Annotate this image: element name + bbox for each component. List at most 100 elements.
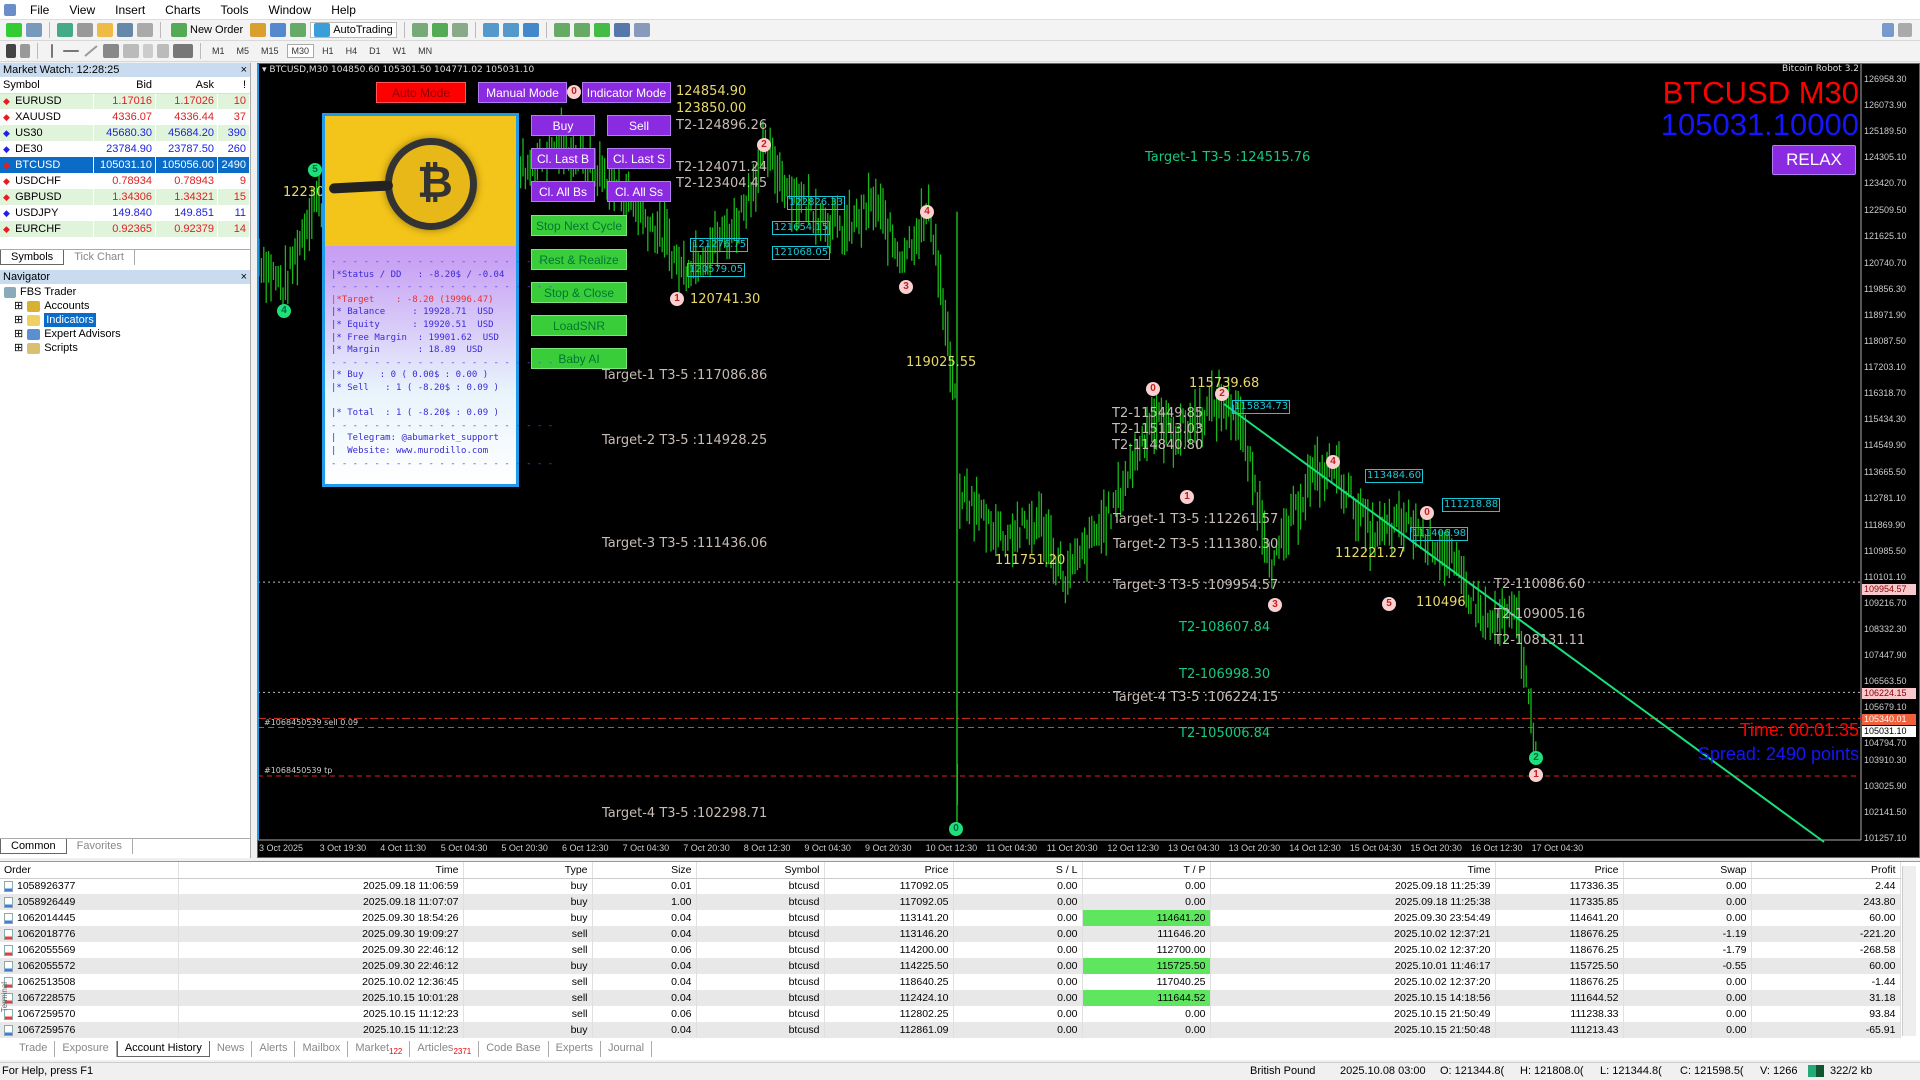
column-header[interactable]: Size	[592, 862, 697, 879]
expand-icon[interactable]: ⊞	[14, 314, 24, 326]
cursor-icon[interactable]	[6, 44, 16, 58]
buy-button[interactable]: Buy	[531, 115, 595, 136]
zoom-out-icon[interactable]	[502, 23, 519, 37]
order-line-label[interactable]: #1068450539 sell 0.09	[264, 718, 359, 727]
market-watch-row[interactable]: ◆ USDJPY 149.840 149.851 11	[0, 205, 251, 221]
nav-expert-advisors[interactable]: ⊞ Expert Advisors	[14, 328, 121, 340]
close-icon[interactable]: ×	[240, 271, 247, 283]
vertical-line-icon[interactable]	[51, 44, 53, 58]
close-last-sell-button[interactable]: Cl. Last S	[607, 148, 671, 169]
market-watch-row[interactable]: ◆ DE30 23784.90 23787.50 260	[0, 141, 251, 157]
market-watch-row[interactable]: ◆ EURCHF 0.92365 0.92379 14	[0, 221, 251, 237]
menu-insert[interactable]: Insert	[115, 2, 146, 17]
expand-icon[interactable]: ⊞	[14, 342, 24, 354]
market-watch-row[interactable]: ◆ GBPUSD 1.34306 1.34321 15	[0, 189, 251, 205]
history-row[interactable]: 1067259576 2025.10.15 11:12:23 buy 0.04 btcu…	[0, 1022, 1901, 1038]
menu-help[interactable]: Help	[331, 2, 356, 17]
terminal-tab[interactable]: Alerts	[252, 1041, 296, 1057]
crosshair-icon[interactable]	[20, 44, 30, 58]
terminal-tab[interactable]: Code Base	[479, 1041, 549, 1057]
menu-charts[interactable]: Charts	[165, 2, 201, 17]
indicator-mode-button[interactable]: Indicator Mode	[582, 82, 671, 103]
zoom-in-icon[interactable]	[482, 23, 499, 37]
menu-window[interactable]: Window	[268, 2, 312, 17]
line-chart-icon[interactable]	[451, 23, 468, 37]
profiles-icon[interactable]	[26, 23, 42, 37]
metaeditor-icon[interactable]	[250, 23, 267, 37]
baby-ai-button[interactable]: Baby AI	[531, 348, 627, 369]
nav-indicators[interactable]: ⊞ Indicators	[14, 313, 96, 327]
history-row[interactable]: 1058926449 2025.09.18 11:07:07 buy 1.00 btcu…	[0, 894, 1901, 910]
terminal-tab[interactable]: Articles2371	[410, 1041, 480, 1057]
market-watch-row[interactable]: ◆ US30 45680.30 45684.20 390	[0, 125, 251, 141]
new-order-button[interactable]: New Order	[168, 23, 246, 37]
terminal-tab[interactable]: Account History	[116, 1041, 210, 1057]
close-all-buys-button[interactable]: Cl. All Bs	[531, 181, 595, 202]
chart-shift-icon[interactable]	[573, 23, 590, 37]
menu-file[interactable]: File	[30, 2, 50, 17]
loadsnr-button[interactable]: LoadSNR	[531, 315, 627, 336]
text-label-icon[interactable]	[157, 44, 169, 58]
data-window-icon[interactable]	[77, 23, 93, 37]
tile-windows-icon[interactable]	[522, 23, 539, 37]
history-scrollbar[interactable]	[1902, 866, 1916, 1036]
column-header[interactable]: S / L	[953, 862, 1083, 879]
nav-scripts[interactable]: ⊞ Scripts	[14, 342, 78, 354]
indicators-icon[interactable]	[593, 23, 610, 37]
fibonacci-icon[interactable]	[123, 44, 139, 58]
new-chart-icon[interactable]	[6, 23, 22, 37]
channel-icon[interactable]	[103, 44, 119, 58]
column-header[interactable]: Type	[463, 862, 593, 879]
column-header[interactable]: Price	[1495, 862, 1624, 879]
auto-mode-button[interactable]: Auto Mode	[376, 82, 466, 103]
column-header[interactable]: Time	[178, 862, 464, 879]
terminal-tab[interactable]: Trade	[12, 1041, 56, 1057]
close-last-buy-button[interactable]: Cl. Last B	[531, 148, 595, 169]
sell-button[interactable]: Sell	[607, 115, 671, 136]
tab-tick-chart[interactable]: Tick Chart	[64, 250, 135, 265]
tf-d1[interactable]: D1	[369, 46, 381, 56]
tab-common[interactable]: Common	[0, 839, 67, 854]
history-row[interactable]: 1058926377 2025.09.18 11:06:59 buy 0.01 btcu…	[0, 878, 1901, 894]
candlestick-icon[interactable]	[431, 23, 448, 37]
relax-button[interactable]: RELAX	[1772, 145, 1856, 175]
autotrading-button[interactable]: AutoTrading	[310, 22, 397, 38]
market-watch-icon[interactable]	[57, 23, 73, 37]
tf-m30[interactable]: M30	[286, 44, 315, 58]
tf-h1[interactable]: H1	[322, 46, 334, 56]
bar-chart-icon[interactable]	[411, 23, 428, 37]
stop-close-button[interactable]: Stop & Close	[531, 282, 627, 303]
nav-root[interactable]: FBS Trader	[4, 285, 121, 299]
terminal-tab[interactable]: Market122	[348, 1041, 411, 1057]
menu-view[interactable]: View	[69, 2, 96, 17]
column-header[interactable]: T / P	[1082, 862, 1211, 879]
tf-mn[interactable]: MN	[418, 46, 433, 56]
column-header[interactable]: Symbol	[696, 862, 825, 879]
close-all-sells-button[interactable]: Cl. All Ss	[607, 181, 671, 202]
terminal-tab[interactable]: News	[210, 1041, 253, 1057]
menu-tools[interactable]: Tools	[220, 2, 249, 17]
terminal-tab[interactable]: Exposure	[55, 1041, 117, 1057]
history-row[interactable]: 1067259570 2025.10.15 11:12:23 sell 0.06 btc…	[0, 1006, 1901, 1022]
shapes-icon[interactable]	[173, 44, 193, 58]
close-icon[interactable]: ×	[240, 64, 247, 76]
stop-next-cycle-button[interactable]: Stop Next Cycle	[531, 215, 627, 236]
history-row[interactable]: 1062055569 2025.09.30 22:46:12 sell 0.06 btc…	[0, 942, 1901, 958]
history-row[interactable]: 1067228575 2025.10.15 10:01:28 sell 0.04 btc…	[0, 990, 1901, 1006]
column-header[interactable]: Order	[0, 862, 179, 879]
terminal-tab[interactable]: Mailbox	[295, 1041, 349, 1057]
tf-m1[interactable]: M1	[212, 46, 225, 56]
terminal-tab[interactable]: Journal	[601, 1041, 653, 1057]
column-header[interactable]: Time	[1210, 862, 1496, 879]
terminal-tab[interactable]: Experts	[549, 1041, 601, 1057]
history-row[interactable]: 1062018776 2025.09.30 19:09:27 sell 0.04 btc…	[0, 926, 1901, 942]
periods-icon[interactable]	[613, 23, 630, 37]
manual-mode-button[interactable]: Manual Mode	[478, 82, 567, 103]
tab-symbols[interactable]: Symbols	[0, 250, 65, 265]
tester-icon[interactable]	[137, 23, 153, 37]
chat-icon[interactable]	[1898, 23, 1912, 37]
templates-icon[interactable]	[633, 23, 650, 37]
tf-m15[interactable]: M15	[261, 46, 279, 56]
terminal-icon[interactable]	[117, 23, 133, 37]
column-header[interactable]: Price	[824, 862, 954, 879]
